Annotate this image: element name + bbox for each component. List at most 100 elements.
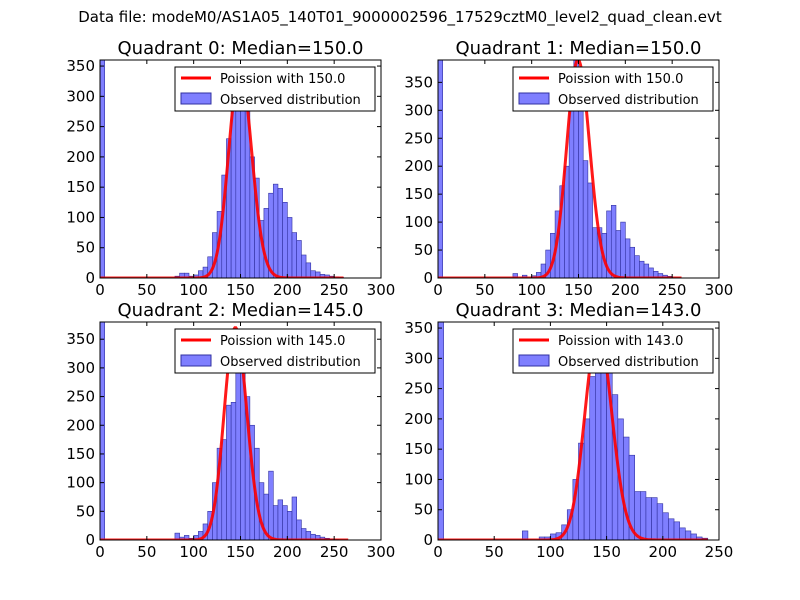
histogram-bar xyxy=(272,505,279,540)
x-tick-label: 300 xyxy=(705,281,734,299)
y-tick-label: 300 xyxy=(66,359,95,377)
histogram-bar xyxy=(282,202,288,278)
histogram-bar xyxy=(639,260,645,278)
histogram-bar xyxy=(277,188,283,278)
histogram-bar xyxy=(305,262,312,278)
x-tick-label: 250 xyxy=(320,543,349,561)
x-tick-label: 300 xyxy=(367,543,396,561)
x-tick-label: 200 xyxy=(273,543,302,561)
x-tick-label: 250 xyxy=(320,281,349,299)
legend-label-poisson: Poission with 150.0 xyxy=(558,72,683,87)
histogram-bar xyxy=(287,217,293,278)
legend-swatch-observed xyxy=(518,354,550,367)
legend-label-poisson: Poission with 145.0 xyxy=(220,334,345,349)
histogram-bar xyxy=(640,491,647,540)
y-tick-label: 0 xyxy=(85,269,95,287)
y-tick-label: 300 xyxy=(404,349,433,367)
plot-area: 0 50 100 150 200 250 300 0 50 100 150 200 250 300 350 xyxy=(66,321,396,561)
x-tick-label: 100 xyxy=(179,281,208,299)
x-tick-label: 200 xyxy=(648,543,677,561)
histogram-bar xyxy=(301,254,307,278)
histogram-bar xyxy=(226,404,232,540)
histogram-bar xyxy=(583,418,591,540)
histogram-bar xyxy=(592,227,598,278)
x-tick-label: 100 xyxy=(179,543,208,561)
x-tick-label: 50 xyxy=(485,543,504,561)
histogram-bar xyxy=(615,230,621,278)
y-tick-label: 350 xyxy=(66,330,95,348)
legend-label-observed: Observed distribution xyxy=(220,355,361,370)
legend-label-poisson: Poission with 143.0 xyxy=(558,334,683,349)
histogram-bar xyxy=(438,322,444,540)
histogram-bar xyxy=(634,255,640,278)
histogram-bar xyxy=(668,518,675,540)
panel-quadrant-0: Quadrant 0: Median=150.0 0 50 100 150 200 250… xyxy=(66,38,395,299)
y-tick-label: 0 xyxy=(423,531,433,549)
y-tick-label: 100 xyxy=(66,474,95,492)
legend-label-observed: Observed distribution xyxy=(220,93,361,108)
x-tick-label: 0 xyxy=(95,281,105,299)
histogram-bar xyxy=(221,439,227,540)
legend: Poission with 145.0 Observed distributio… xyxy=(174,328,376,374)
poisson-curve xyxy=(100,67,344,278)
y-tick-label: 250 xyxy=(404,380,433,398)
y-tick-label: 150 xyxy=(404,440,433,458)
poisson-curve xyxy=(438,60,682,278)
x-tick-label: 250 xyxy=(658,281,687,299)
histogram-bar xyxy=(578,98,584,278)
x-tick-label: 100 xyxy=(517,281,546,299)
y-tick-label: 350 xyxy=(404,319,433,337)
histogram-bar xyxy=(282,505,288,540)
panel-quadrant-1: Quadrant 1: Median=150.0 0 50 100 150 200 250… xyxy=(404,38,733,299)
legend: Poission with 143.0 Observed distributio… xyxy=(512,328,714,374)
histogram-bar xyxy=(587,182,593,278)
histogram-bar xyxy=(301,528,307,540)
histogram-bar xyxy=(277,499,283,540)
histogram-bar xyxy=(291,232,297,278)
y-tick-label: 50 xyxy=(414,501,433,519)
figure-suptitle: Data file: modeM0/AS1A05_140T01_90000025… xyxy=(78,8,722,26)
legend-label-observed: Observed distribution xyxy=(558,355,699,370)
y-tick-label: 50 xyxy=(76,239,95,257)
histogram-bar xyxy=(589,376,596,540)
histogram-bar xyxy=(610,205,617,278)
histogram-bar xyxy=(564,165,570,278)
y-tick-label: 50 xyxy=(414,241,433,259)
x-tick-label: 200 xyxy=(611,281,640,299)
x-tick-label: 250 xyxy=(705,543,734,561)
histogram-bar xyxy=(287,511,293,540)
x-tick-label: 50 xyxy=(475,281,494,299)
histogram-bars xyxy=(100,322,340,540)
histogram-bar xyxy=(230,402,237,540)
histogram-bar xyxy=(296,519,302,540)
legend: Poission with 150.0 Observed distributio… xyxy=(174,66,376,112)
histogram-bar xyxy=(291,496,297,540)
y-tick-label: 250 xyxy=(66,118,95,136)
histogram-bar xyxy=(272,183,279,278)
x-tick-label: 150 xyxy=(226,281,255,299)
y-tick-label: 300 xyxy=(66,87,95,105)
x-tick-label: 0 xyxy=(433,543,443,561)
y-tick-label: 150 xyxy=(66,178,95,196)
y-tick-label: 200 xyxy=(404,157,433,175)
panel-title: Quadrant 1: Median=150.0 xyxy=(456,38,702,59)
histogram-bar xyxy=(582,160,589,278)
histogram-bar xyxy=(648,267,654,278)
legend-swatch-observed xyxy=(180,92,212,105)
poisson-curve xyxy=(100,326,349,540)
histogram-bar xyxy=(296,240,302,278)
y-tick-label: 100 xyxy=(404,213,433,231)
panel-quadrant-2: Quadrant 2: Median=145.0 0 50 100 150 200 250… xyxy=(66,300,395,561)
legend-swatch-observed xyxy=(518,92,550,105)
histogram-bar xyxy=(521,530,529,540)
y-tick-label: 100 xyxy=(404,470,433,488)
y-tick-label: 300 xyxy=(404,101,433,119)
x-tick-label: 150 xyxy=(564,281,593,299)
y-tick-label: 0 xyxy=(85,531,95,549)
histogram-bar xyxy=(600,364,607,540)
x-tick-label: 300 xyxy=(367,281,396,299)
histogram-bar xyxy=(651,497,658,540)
y-tick-label: 0 xyxy=(423,269,433,287)
x-tick-label: 100 xyxy=(536,543,565,561)
plot-area: 0 50 100 150 200 250 300 0 50 100 150 200 250 300 350 xyxy=(404,59,734,299)
